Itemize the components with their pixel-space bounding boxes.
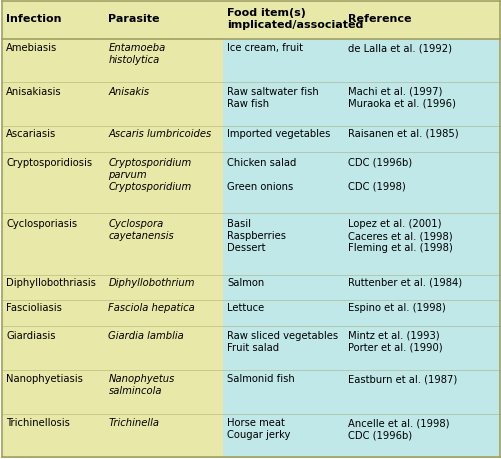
Bar [223, 127, 499, 152]
Bar [223, 83, 499, 127]
Text: Fascioliasis: Fascioliasis [6, 303, 62, 313]
Text: Cryptosporidiosis: Cryptosporidiosis [6, 157, 92, 167]
Bar [2, 370, 223, 414]
Text: Entamoeba
histolytica: Entamoeba histolytica [108, 43, 165, 65]
Text: Amebiasis: Amebiasis [6, 43, 57, 53]
Text: Cyclosporiasis: Cyclosporiasis [6, 218, 77, 229]
Bar [2, 83, 223, 127]
Text: Lopez et al. (2001)
Caceres et al. (1998)
Fleming et al. (1998): Lopez et al. (2001) Caceres et al. (1998… [347, 218, 452, 252]
Bar [223, 213, 499, 275]
Text: Salmon: Salmon [227, 277, 264, 287]
Text: Raw sliced vegetables
Fruit salad: Raw sliced vegetables Fruit salad [227, 330, 338, 352]
Bar [2, 127, 223, 152]
Bar [2, 301, 223, 326]
Bar [2, 2, 499, 39]
Text: Raw saltwater fish
Raw fish: Raw saltwater fish Raw fish [227, 86, 319, 108]
Bar [223, 275, 499, 301]
Text: Ancelle et al. (1998)
CDC (1996b): Ancelle et al. (1998) CDC (1996b) [347, 417, 448, 439]
Text: Ascariasis: Ascariasis [6, 129, 56, 139]
Text: Basil
Raspberries
Dessert: Basil Raspberries Dessert [227, 218, 286, 252]
Bar [223, 301, 499, 326]
Bar [2, 414, 223, 457]
Text: Cryptosporidium
parvum
Cryptosporidium: Cryptosporidium parvum Cryptosporidium [108, 157, 191, 191]
Text: Nanophyetiasis: Nanophyetiasis [6, 374, 83, 384]
Text: Anisakis: Anisakis [108, 86, 149, 96]
Text: Infection: Infection [6, 14, 62, 24]
Text: Ice cream, fruit: Ice cream, fruit [227, 43, 303, 53]
Text: Reference: Reference [347, 14, 410, 24]
Text: Anisakiasis: Anisakiasis [6, 86, 62, 96]
Text: Ruttenber et al. (1984): Ruttenber et al. (1984) [347, 277, 461, 287]
Text: Parasite: Parasite [108, 14, 160, 24]
Bar [2, 275, 223, 301]
Text: Imported vegetables: Imported vegetables [227, 129, 330, 139]
Bar [2, 39, 223, 83]
Text: Chicken salad
 
Green onions: Chicken salad Green onions [227, 157, 296, 191]
Text: Machi et al. (1997)
Muraoka et al. (1996): Machi et al. (1997) Muraoka et al. (1996… [347, 86, 455, 108]
Text: Cyclospora
cayetanensis: Cyclospora cayetanensis [108, 218, 174, 241]
Bar [2, 152, 223, 213]
Text: Trichinella: Trichinella [108, 417, 159, 427]
Text: CDC (1996b)
 
CDC (1998): CDC (1996b) CDC (1998) [347, 157, 411, 191]
Text: Espino et al. (1998): Espino et al. (1998) [347, 303, 445, 313]
Bar [2, 326, 223, 370]
Text: Diphyllobothriasis: Diphyllobothriasis [6, 277, 96, 287]
Text: Eastburn et al. (1987): Eastburn et al. (1987) [347, 374, 456, 384]
Text: Fasciola hepatica: Fasciola hepatica [108, 303, 195, 313]
Text: Giardiasis: Giardiasis [6, 330, 56, 340]
Text: Nanophyetus
salmincola: Nanophyetus salmincola [108, 374, 174, 396]
Text: Food item(s)
implicated/associated: Food item(s) implicated/associated [227, 8, 363, 29]
Bar [2, 213, 223, 275]
Text: Giardia lamblia: Giardia lamblia [108, 330, 184, 340]
Text: Mintz et al. (1993)
Porter et al. (1990): Mintz et al. (1993) Porter et al. (1990) [347, 330, 441, 352]
Bar [223, 326, 499, 370]
Text: Ascaris lumbricoides: Ascaris lumbricoides [108, 129, 211, 139]
Bar [223, 39, 499, 83]
Text: Diphyllobothrium: Diphyllobothrium [108, 277, 194, 287]
Text: Trichinellosis: Trichinellosis [6, 417, 70, 427]
Bar [223, 152, 499, 213]
Text: de Lalla et al. (1992): de Lalla et al. (1992) [347, 43, 451, 53]
Bar [223, 414, 499, 457]
Text: Salmonid fish: Salmonid fish [227, 374, 295, 384]
Text: Horse meat
Cougar jerky: Horse meat Cougar jerky [227, 417, 290, 439]
Text: Raisanen et al. (1985): Raisanen et al. (1985) [347, 129, 457, 139]
Text: Lettuce: Lettuce [227, 303, 264, 313]
Bar [223, 370, 499, 414]
